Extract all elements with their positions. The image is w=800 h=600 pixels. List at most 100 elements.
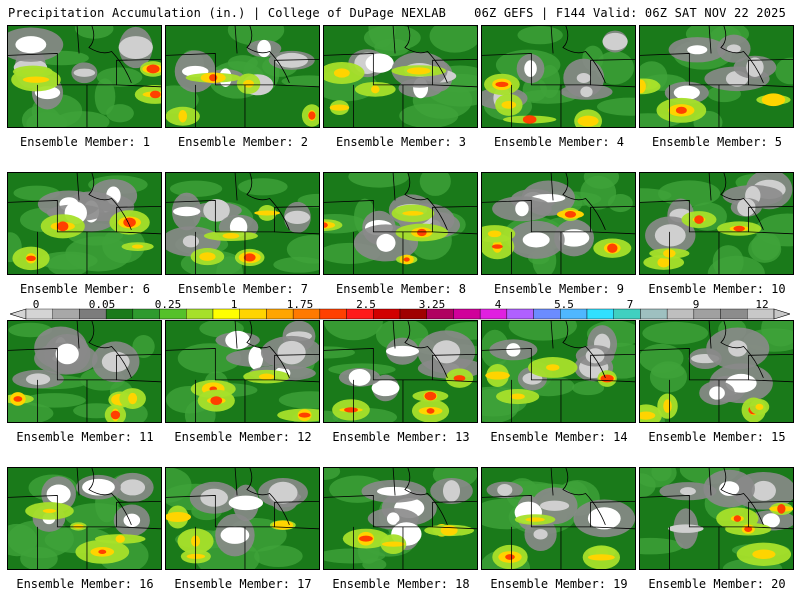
state-border xyxy=(37,468,161,569)
colorbar-tick-label: 0 xyxy=(32,298,40,311)
ensemble-map-panel xyxy=(481,467,636,570)
precip-blob xyxy=(402,211,424,216)
map-title: Precipitation Accumulation (in.) | Colle… xyxy=(8,6,447,20)
colorbar-swatch xyxy=(239,308,267,320)
precip-blob xyxy=(540,500,570,511)
colorbar-min-arrow xyxy=(10,308,27,320)
precip-blob xyxy=(169,180,223,197)
precip-blob xyxy=(238,178,288,196)
colorbar-swatch xyxy=(453,308,481,320)
ensemble-member-label: Ensemble Member: 6 xyxy=(19,282,151,296)
precip-field xyxy=(324,173,477,274)
precip-blob xyxy=(13,396,23,402)
colorbar-swatch xyxy=(586,308,614,320)
colorbar-swatch xyxy=(666,308,695,320)
precip-blob xyxy=(146,64,160,74)
precip-blob xyxy=(505,554,515,560)
precip-blob xyxy=(497,484,513,496)
precip-blob xyxy=(517,26,563,45)
colorbar-swatch xyxy=(212,308,240,320)
precip-blob xyxy=(607,243,618,253)
precip-blob xyxy=(166,468,192,503)
ensemble-member-label: Ensemble Member: 3 xyxy=(335,135,467,149)
precip-blob xyxy=(381,541,405,547)
precip-blob xyxy=(42,508,57,514)
ensemble-member-label: Ensemble Member: 4 xyxy=(493,135,625,149)
colorbar-scale xyxy=(10,308,790,320)
precip-blob xyxy=(426,408,435,414)
precip-blob xyxy=(640,537,684,555)
precip-blob xyxy=(203,199,230,222)
precip-blob xyxy=(687,45,708,55)
precip-blob xyxy=(525,517,545,522)
precip-blob xyxy=(128,392,138,405)
state-border xyxy=(353,468,477,569)
river-border xyxy=(88,468,132,526)
precip-blob xyxy=(712,245,744,274)
colorbar-swatch xyxy=(186,308,214,320)
colorbar-swatch xyxy=(560,308,588,320)
state-border xyxy=(195,321,319,422)
precip-blob xyxy=(94,78,116,115)
ensemble-map-panel xyxy=(165,467,320,570)
ensemble-member-label: Ensemble Member: 19 xyxy=(490,577,628,591)
precip-blob xyxy=(572,380,605,396)
colorbar-swatch xyxy=(426,308,454,320)
precip-blob xyxy=(222,233,240,239)
ensemble-map-panel xyxy=(481,320,636,423)
precip-blob xyxy=(73,68,96,77)
precip-blob xyxy=(359,535,373,542)
precip-blob xyxy=(55,343,79,365)
colorbar-swatch xyxy=(132,308,160,320)
state-border xyxy=(37,321,161,422)
precip-blob xyxy=(432,340,461,364)
precip-blob xyxy=(118,36,153,59)
ensemble-map-panel xyxy=(7,25,162,128)
precip-blob xyxy=(228,495,264,511)
precip-field xyxy=(324,26,477,127)
river-border xyxy=(246,173,290,231)
ensemble-map-panel xyxy=(323,467,478,570)
state-border xyxy=(195,468,319,569)
ensemble-member-label: Ensemble Member: 20 xyxy=(648,577,786,591)
river-border xyxy=(720,468,764,526)
precip-blob xyxy=(640,78,661,95)
precip-blob xyxy=(243,253,256,262)
precip-blob xyxy=(640,188,672,203)
precip-blob xyxy=(182,235,200,248)
precip-blob xyxy=(649,361,688,393)
precip-blob xyxy=(46,484,71,504)
state-border xyxy=(482,200,635,233)
river-border xyxy=(404,26,448,84)
precip-field xyxy=(482,321,635,422)
precip-blob xyxy=(522,115,537,124)
precip-blob xyxy=(376,233,396,252)
colorbar-tick-label: 4 xyxy=(494,298,502,311)
precip-blob xyxy=(491,244,503,249)
precip-blob xyxy=(8,402,54,422)
river-border xyxy=(246,26,290,84)
precip-blob xyxy=(200,488,228,507)
ensemble-member-label: Ensemble Member: 1 xyxy=(19,135,151,149)
river-border xyxy=(246,468,290,526)
precip-blob xyxy=(324,468,341,480)
precip-field xyxy=(640,321,793,422)
precip-blob xyxy=(365,53,394,73)
precip-blob xyxy=(640,473,656,498)
river-border xyxy=(404,468,448,526)
state-border xyxy=(324,200,477,233)
precip-field xyxy=(8,321,161,422)
precip-field xyxy=(166,173,319,274)
precip-blob xyxy=(344,407,358,413)
precip-blob xyxy=(25,373,51,385)
state-border xyxy=(640,200,793,233)
precip-blob xyxy=(733,225,745,232)
ensemble-member-label: Ensemble Member: 11 xyxy=(16,430,154,444)
ensemble-member-label: Ensemble Member: 5 xyxy=(651,135,783,149)
precip-blob xyxy=(386,512,400,525)
precip-field xyxy=(482,26,635,127)
state-border xyxy=(353,173,477,274)
precip-blob xyxy=(424,391,437,401)
ensemble-member-label: Ensemble Member: 7 xyxy=(177,282,309,296)
ensemble-map-panel xyxy=(639,467,794,570)
